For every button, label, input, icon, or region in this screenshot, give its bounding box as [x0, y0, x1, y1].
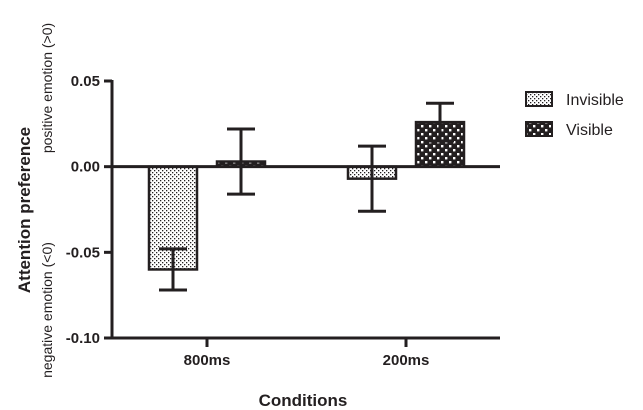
legend: Invisible Visible — [525, 91, 624, 139]
x-tick-label: 200ms — [383, 352, 430, 369]
legend-label-invisible: Invisible — [566, 92, 624, 109]
legend-label-visible: Visible — [566, 122, 613, 139]
y-tick-label: 0.00 — [71, 159, 100, 176]
y-tick-label: 0.05 — [71, 73, 100, 90]
bars — [147, 120, 466, 271]
legend-swatch-visible — [525, 121, 553, 137]
x-axis-title: Conditions — [259, 391, 348, 410]
legend-swatch-invisible — [525, 91, 553, 107]
x-axis: 800ms 200ms — [112, 336, 500, 369]
y-axis-title: Attention preference — [15, 127, 34, 293]
y-axis-negative-label: negative emotion (<0) — [39, 242, 55, 378]
y-tick-label: -0.10 — [66, 330, 100, 347]
y-axis-positive-label: positive emotion (>0) — [39, 23, 55, 153]
y-axis-titles: Attention preference positive emotion (>… — [15, 23, 55, 378]
x-tick-label: 800ms — [184, 352, 231, 369]
y-axis: 0.05 0.00 -0.05 -0.10 — [66, 73, 114, 347]
error-bars — [159, 101, 454, 292]
y-tick-label: -0.05 — [66, 244, 100, 261]
